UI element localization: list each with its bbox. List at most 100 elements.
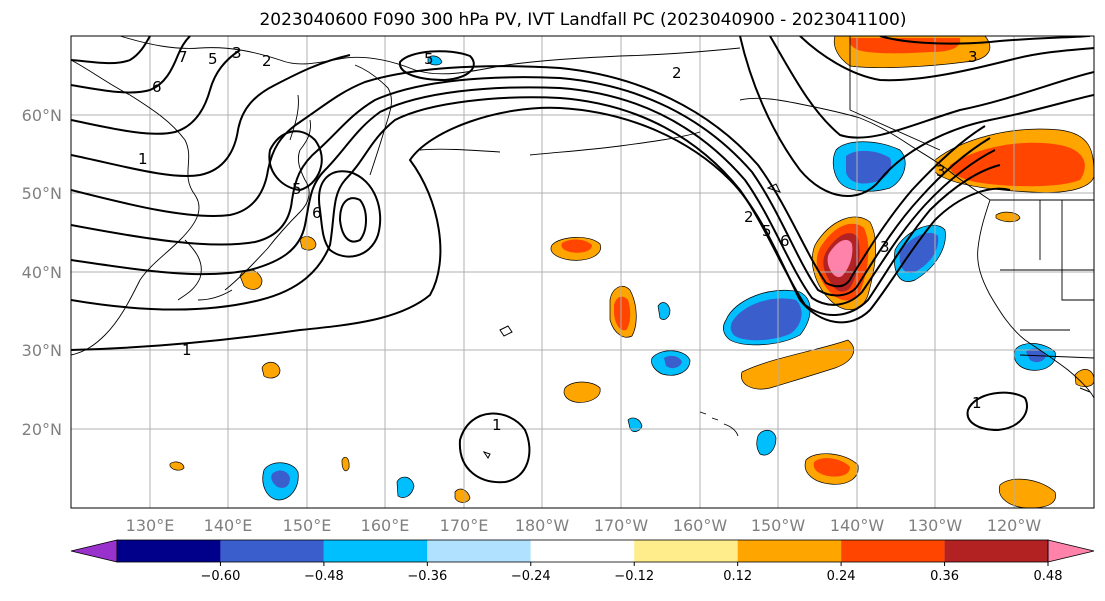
colorbar-tick-label: −0.60 <box>201 569 241 584</box>
shade-positive <box>563 381 601 403</box>
colorbar-tick-label: 0.36 <box>930 569 959 584</box>
shade-positive <box>849 38 961 54</box>
contour-label: 7 <box>178 48 188 66</box>
lon-label: 160°E <box>361 516 410 535</box>
border-alaska-canada <box>849 36 941 151</box>
colorbar-segment <box>427 540 531 562</box>
shade-positive <box>740 339 854 390</box>
pv-contour <box>769 36 1094 139</box>
gridlines <box>71 36 1094 508</box>
pv-contour-closed <box>458 412 531 484</box>
shade-positive <box>561 239 592 253</box>
lon-label: 150°E <box>283 516 332 535</box>
contour-label: 5 <box>292 180 302 198</box>
colorbar-tick-label: −0.36 <box>407 569 447 584</box>
pv-contour <box>739 36 1094 197</box>
colorbar-segment <box>944 540 1048 562</box>
shade-negative <box>396 476 415 498</box>
shade-negative <box>427 55 443 66</box>
colorbar-segment <box>117 540 221 562</box>
colorbar-tick-label: 0.12 <box>723 569 752 584</box>
colorbar-segment <box>530 540 635 562</box>
colorbar-segment <box>634 540 738 562</box>
shade-positive <box>1074 369 1094 387</box>
lon-label: 170°E <box>440 516 489 535</box>
shade-positive <box>169 461 185 471</box>
contour-label: 5 <box>424 50 434 68</box>
colorbar-tick-label: −0.12 <box>614 569 654 584</box>
lon-label: 160°W <box>673 516 728 535</box>
pv-contour-closed <box>318 170 382 258</box>
lon-label: 140°E <box>204 516 253 535</box>
coastline-alaska <box>739 97 991 201</box>
pv-contour <box>799 36 1094 82</box>
shade-positive <box>827 239 853 278</box>
pv-contour <box>71 65 986 288</box>
coastline-korea <box>177 239 202 301</box>
coastline-asia <box>71 59 200 356</box>
shade-negative <box>627 417 643 432</box>
colorbar-ticks: −0.60 −0.48 −0.36 −0.24 −0.12 0.12 0.24 0.36 0.4… <box>201 562 1062 584</box>
shade-positive <box>261 361 281 379</box>
contour-label: 3 <box>936 162 946 180</box>
contour-label: 1 <box>138 150 148 168</box>
pv-contour <box>71 36 191 94</box>
shade-positive <box>614 296 631 331</box>
contour-label: 5 <box>762 222 772 240</box>
lon-label: 170°W <box>594 516 649 535</box>
lat-label: 60°N <box>22 106 62 125</box>
pv-contours <box>71 36 1094 484</box>
pv-contour <box>71 86 996 306</box>
contour-label: 3 <box>232 44 242 62</box>
lat-label: 20°N <box>22 420 62 439</box>
lon-label: 180°W <box>515 516 570 535</box>
colorbar-tick-label: −0.48 <box>304 569 344 584</box>
latitude-labels: 60°N 50°N 40°N 30°N 20°N <box>22 106 62 439</box>
contour-label: 2 <box>744 208 754 226</box>
map-panel: 7 6 5 3 2 1 1 5 6 5 2 3 2 6 5 3 1 1 3 <box>70 35 1095 509</box>
lon-label: 130°W <box>908 516 963 535</box>
colorbar-segment <box>841 540 945 562</box>
pv-contour <box>71 54 351 177</box>
shade-negative <box>664 355 682 369</box>
shade-negative <box>756 429 777 456</box>
colorbar: −0.60 −0.48 −0.36 −0.24 −0.12 0.12 0.24 0.36 0.4… <box>70 539 1095 584</box>
lon-label: 150°W <box>751 516 806 535</box>
pv-contour-closed <box>268 130 323 192</box>
shade-positive <box>813 458 850 477</box>
island-outline <box>482 451 491 459</box>
shade-positive <box>998 478 1056 508</box>
contour-label: 6 <box>780 232 790 250</box>
colorbar-extend-low <box>70 539 118 563</box>
colorbar-segment <box>220 540 324 562</box>
pv-contour <box>71 76 991 297</box>
shade-negative <box>730 298 802 341</box>
lon-label: 140°W <box>830 516 885 535</box>
lon-label: 130°E <box>126 516 175 535</box>
pv-contour-closed <box>338 197 367 243</box>
pv-contour-closed <box>966 391 1028 432</box>
colorbar-segments <box>70 539 1095 563</box>
contour-label: 2 <box>262 52 272 70</box>
coastline-hawaii <box>699 411 739 437</box>
island-outline <box>766 183 781 193</box>
longitude-labels: 130°E 140°E 150°E 160°E 170°E 180°W 170°… <box>126 516 1042 535</box>
island-outline <box>499 325 513 337</box>
colorbar-tick-label: 0.24 <box>827 569 856 584</box>
shade-positive <box>949 142 1085 187</box>
shade-positive <box>299 236 317 251</box>
islands <box>482 183 1091 459</box>
pv-contour-closed <box>398 50 475 82</box>
contour-labels: 7 6 5 3 2 1 1 5 6 5 2 3 2 6 5 3 1 1 3 <box>138 44 982 434</box>
colorbar-extend-high <box>1047 539 1095 563</box>
shade-negative <box>899 232 939 273</box>
shade-positive <box>341 456 350 472</box>
coastline-north-america <box>977 199 1094 399</box>
contour-label: 1 <box>972 394 982 412</box>
colorbar-segment <box>737 540 842 562</box>
pv-contour <box>71 106 1011 351</box>
pv-contour <box>71 49 241 135</box>
contour-label: 2 <box>672 64 682 82</box>
colorbar-tick-label: −0.24 <box>511 569 551 584</box>
